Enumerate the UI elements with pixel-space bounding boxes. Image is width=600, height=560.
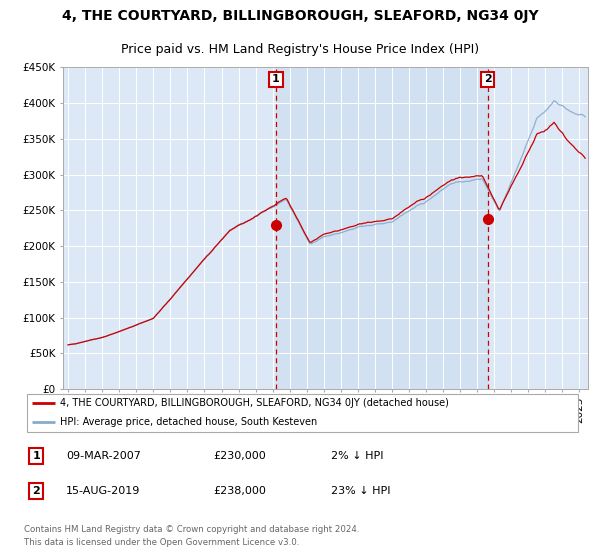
- Text: 1: 1: [32, 451, 40, 461]
- Text: £238,000: £238,000: [214, 486, 266, 496]
- Text: £230,000: £230,000: [214, 451, 266, 461]
- Text: 4, THE COURTYARD, BILLINGBOROUGH, SLEAFORD, NG34 0JY (detached house): 4, THE COURTYARD, BILLINGBOROUGH, SLEAFO…: [60, 398, 449, 408]
- Text: 2% ↓ HPI: 2% ↓ HPI: [331, 451, 383, 461]
- Text: Price paid vs. HM Land Registry's House Price Index (HPI): Price paid vs. HM Land Registry's House …: [121, 43, 479, 56]
- Text: 2: 2: [32, 486, 40, 496]
- Text: 4, THE COURTYARD, BILLINGBOROUGH, SLEAFORD, NG34 0JY: 4, THE COURTYARD, BILLINGBOROUGH, SLEAFO…: [62, 10, 538, 24]
- Bar: [276, 67, 488, 389]
- Text: Contains HM Land Registry data © Crown copyright and database right 2024.
This d: Contains HM Land Registry data © Crown c…: [24, 525, 359, 547]
- Text: 2: 2: [484, 74, 491, 85]
- Text: 23% ↓ HPI: 23% ↓ HPI: [331, 486, 391, 496]
- Text: 15-AUG-2019: 15-AUG-2019: [66, 486, 140, 496]
- Text: HPI: Average price, detached house, South Kesteven: HPI: Average price, detached house, Sout…: [60, 417, 317, 427]
- Text: 1: 1: [272, 74, 280, 85]
- Text: 09-MAR-2007: 09-MAR-2007: [66, 451, 141, 461]
- FancyBboxPatch shape: [27, 394, 578, 432]
